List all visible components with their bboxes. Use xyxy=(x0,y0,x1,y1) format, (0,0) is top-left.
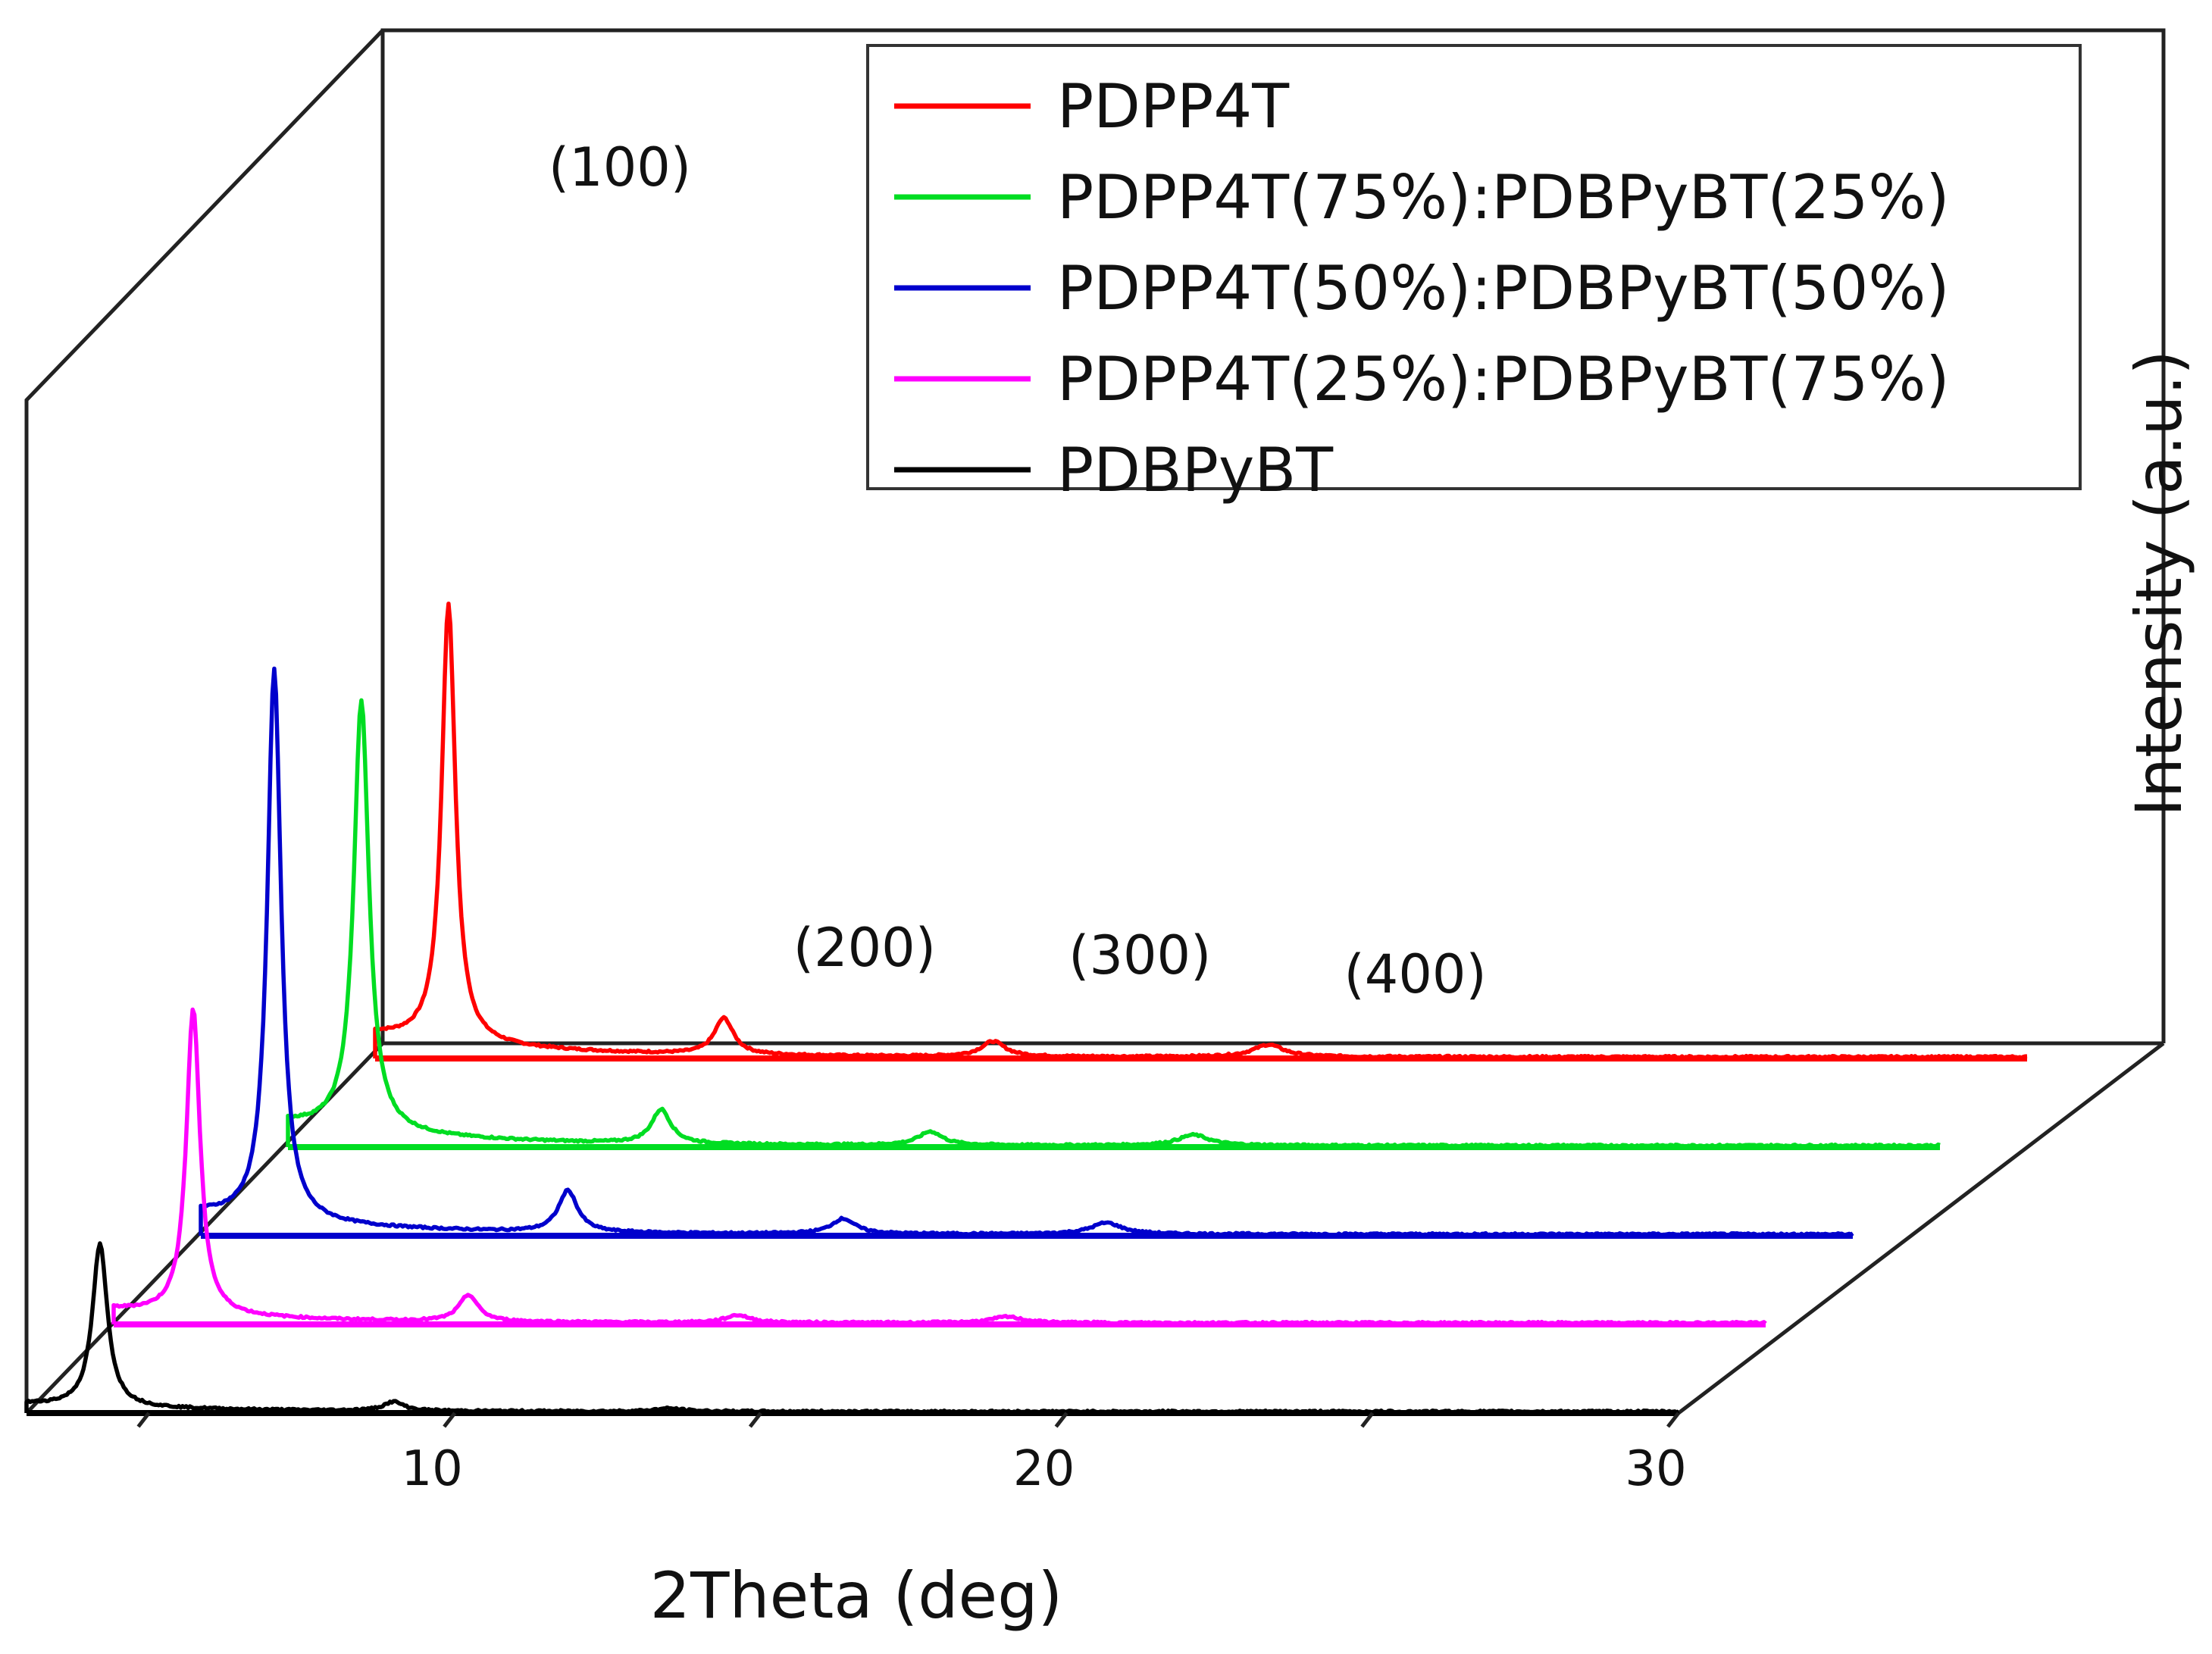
peak-label: (200) xyxy=(793,917,936,979)
x-tick-label: 30 xyxy=(1625,1441,1686,1497)
series-layer xyxy=(24,601,2028,1416)
series-3 xyxy=(286,698,1941,1150)
series-1 xyxy=(111,1007,1767,1327)
legend-label: PDPP4T xyxy=(1057,71,1290,142)
series-line xyxy=(373,601,2028,1060)
left-wall xyxy=(24,29,384,1413)
back-wall xyxy=(380,28,2166,1043)
minor-tick xyxy=(748,1412,762,1428)
legend-box xyxy=(866,44,2082,490)
x-tick-label: 20 xyxy=(1013,1441,1075,1497)
peak-label: (300) xyxy=(1068,924,1211,986)
legend-label: PDPP4T(50%):PDBPyBT(50%) xyxy=(1057,253,1950,324)
legend-label: PDPP4T(25%):PDBPyBT(75%) xyxy=(1057,344,1950,414)
peak-labels: (100) (200) (300) (400) xyxy=(549,136,1487,1005)
y-axis-title: Intensity (a.u.) xyxy=(2122,350,2196,817)
series-line xyxy=(24,1241,1680,1415)
x-axis-title: 2Theta (deg) xyxy=(650,1559,1063,1633)
floor-right xyxy=(1677,1042,2165,1415)
peak-label: (100) xyxy=(549,136,691,199)
series-2 xyxy=(199,666,1854,1239)
x-axis-ticks: 10 20 30 xyxy=(136,1412,1687,1497)
x-tick-label: 10 xyxy=(401,1441,462,1497)
major-tick xyxy=(1054,1412,1068,1428)
minor-tick xyxy=(136,1412,151,1428)
series-line xyxy=(199,666,1854,1237)
legend: PDPP4T PDPP4T(75%):PDBPyBT(25%) PDPP4T(50%… xyxy=(866,44,2082,505)
legend-label: PDPP4T(75%):PDBPyBT(25%) xyxy=(1057,162,1950,233)
major-tick xyxy=(443,1412,457,1428)
peak-label: (400) xyxy=(1344,943,1486,1005)
series-4 xyxy=(373,601,2028,1061)
legend-label: PDBPyBT xyxy=(1057,435,1334,505)
minor-tick xyxy=(1360,1412,1375,1428)
series-0 xyxy=(24,1241,1680,1416)
major-tick xyxy=(1666,1412,1680,1428)
